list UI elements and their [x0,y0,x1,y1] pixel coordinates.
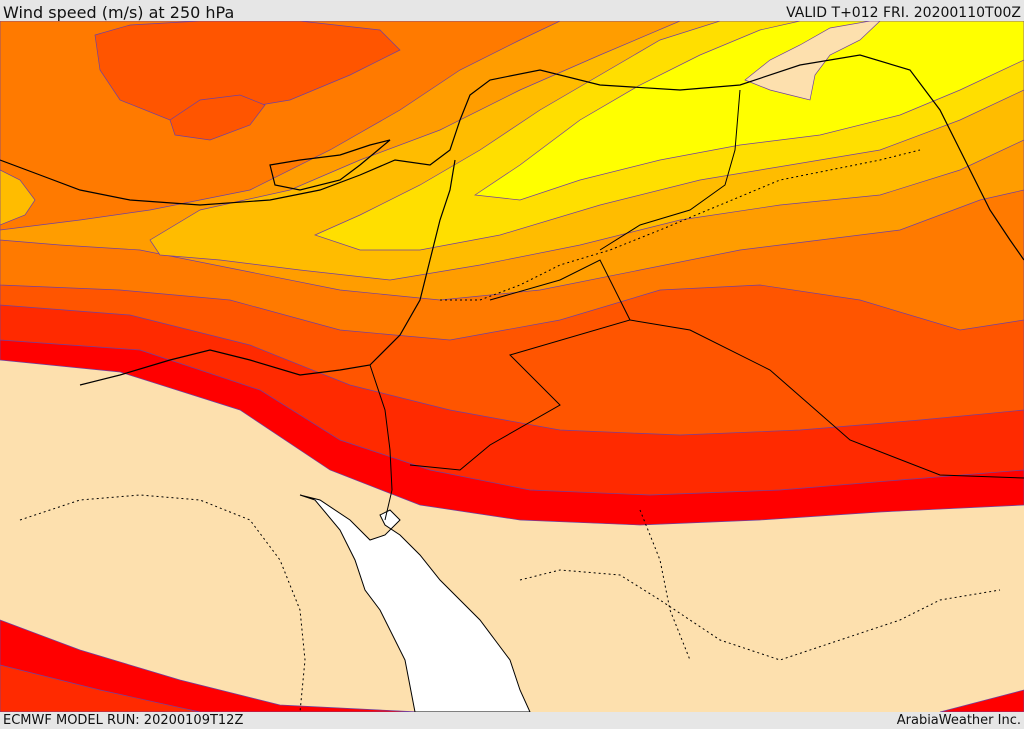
wind-map-canvas [0,21,1024,712]
model-run-label: ECMWF MODEL RUN: 20200109T12Z [3,713,244,728]
border-solid-1 [409,259,631,471]
border-solid-4 [369,364,393,521]
border-solid-3 [599,89,741,251]
wind-band-southwest [0,619,421,712]
border-dotted-1 [440,149,921,301]
credit-label: ArabiaWeather Inc. [896,713,1021,728]
weak-wind-patch [744,21,881,101]
wind-lobe-cyprus [169,94,266,141]
valid-time-label: VALID T+012 FRI. 20200110T00Z [786,5,1021,21]
wind-lobe-northwest [94,21,401,121]
wind-speed-map [0,21,1024,712]
border-solid-2 [629,319,1024,479]
red-sea [299,494,531,712]
wind-band-yellow [474,21,1024,201]
map-footer: ECMWF MODEL RUN: 20200109T12Z ArabiaWeat… [0,712,1024,729]
coastline-egypt [79,159,456,386]
light-wind-south [0,415,1024,712]
cyprus [269,139,391,191]
border-dotted-4 [639,509,691,661]
border-dotted-2 [519,569,1001,661]
wind-band-southeast [939,689,1024,712]
wind-band-southwest-inner [0,664,201,712]
map-header: Wind speed (m/s) at 250 hPa VALID T+012 … [0,0,1024,22]
coastline [0,54,1024,261]
wind-lobe-west [0,169,36,226]
map-title: Wind speed (m/s) at 250 hPa [3,3,235,22]
